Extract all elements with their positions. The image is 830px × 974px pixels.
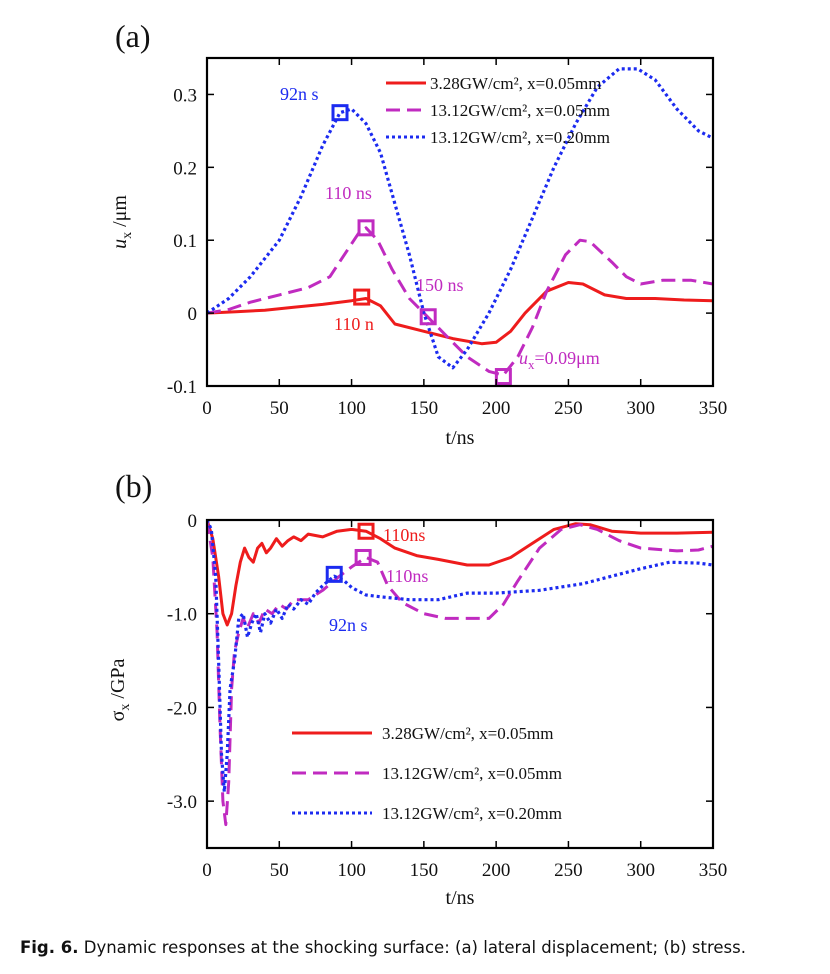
series-line-1 [207, 281, 713, 346]
y-tick-label: -2.0 [167, 698, 197, 719]
annotation-label: 92n s [280, 84, 319, 104]
x-tick-label: 100 [337, 398, 366, 419]
annotation-text: 110ns [386, 566, 428, 586]
chart-panel-b: (b) 0 50 100 150 200 250 300 350 0 -1.0 -2.0 -3.0 t/n… [107, 468, 727, 909]
x-tick-label: 50 [270, 860, 289, 881]
annotation-text: 110 ns [325, 183, 372, 203]
series-line-3 [207, 67, 713, 370]
peak-marker [353, 288, 371, 306]
peak-marker [494, 368, 512, 386]
x-tick-label: 300 [626, 860, 655, 881]
y-tick-label: 0 [188, 304, 198, 325]
y-axis-label-sub: x [120, 232, 135, 239]
y-axis-label-unit: /μm [109, 195, 131, 232]
y-axis-label-main: σ [107, 710, 129, 721]
peak-marker [357, 522, 375, 540]
legend: 3.28GW/cm², x=0.05mm 13.12GW/cm², x=0.05m… [386, 74, 610, 147]
legend-label-3: 13.12GW/cm², x=0.20mm [430, 128, 610, 147]
plot-frame [205, 518, 715, 850]
annotation-text-main: u [519, 348, 528, 368]
legend-label-2: 13.12GW/cm², x=0.05mm [382, 764, 562, 783]
annotation-label: 92n s [329, 615, 368, 635]
annotation-text: 110ns [383, 525, 425, 545]
annotation-label: 110ns [386, 566, 428, 586]
annotation-text-tail: =0.09μm [535, 348, 600, 368]
x-tick-label: 0 [202, 860, 212, 881]
x-tick-label: 100 [337, 860, 366, 881]
y-axis-label-main: u [109, 239, 131, 249]
annotation-label: 150 ns [416, 275, 464, 295]
caption-label: Fig. 6. [20, 938, 79, 957]
legend: 3.28GW/cm², x=0.05mm 13.12GW/cm², x=0.05m… [292, 724, 562, 823]
x-tick-label: 200 [482, 860, 511, 881]
peak-marker [354, 548, 372, 566]
figure-caption: Fig. 6. Dynamic responses at the shockin… [20, 938, 820, 957]
y-axis-label: σx /GPa [107, 658, 133, 721]
x-tick-label: 350 [699, 398, 728, 419]
series-line-2 [207, 226, 713, 377]
x-tick-label: 250 [554, 860, 583, 881]
y-tick-label: 0.1 [173, 231, 197, 252]
x-tick-label: 300 [626, 398, 655, 419]
legend-label-1: 3.28GW/cm², x=0.05mm [382, 724, 553, 743]
annotation-label: 110ns [383, 525, 425, 545]
annotation-label: 110 n [334, 314, 374, 334]
chart-panel-a: (a)0 50 100 150 200 250 300 350-0.100.10.20.3t/… [109, 18, 727, 449]
series-group [207, 67, 713, 377]
legend-label-1: 3.28GW/cm², x=0.05mm [430, 74, 601, 93]
legend-label-2: 13.12GW/cm², x=0.05mm [430, 101, 610, 120]
x-tick-label: 200 [482, 398, 511, 419]
y-tick-label: 0.2 [173, 158, 197, 179]
annotation-text: 92n s [329, 615, 368, 635]
annotation-label: 110 ns [325, 183, 372, 203]
x-tick-label: 0 [202, 398, 212, 419]
x-tick-label: 150 [410, 398, 439, 419]
peak-marker [357, 219, 375, 237]
y-tick-label: -0.1 [167, 377, 197, 398]
series-line-1 [207, 520, 713, 627]
y-tick-label: -3.0 [167, 792, 197, 813]
panel-label: (a) [115, 18, 151, 54]
y-tick-label: -1.0 [167, 605, 197, 626]
x-tick-label: 50 [270, 398, 289, 419]
plot-frame [205, 56, 715, 388]
annotation-text: 110 n [334, 314, 374, 334]
annotation-text: 92n s [280, 84, 319, 104]
annotation-label: ux=0.09μm [519, 348, 600, 372]
series-line-2 [207, 520, 713, 827]
caption-text: Dynamic responses at the shocking surfac… [78, 938, 746, 957]
y-axis-label-sub: x [118, 704, 133, 711]
y-tick-label: 0.3 [173, 85, 197, 106]
annotation-text-sub: x [528, 357, 535, 372]
x-axis-label: t/ns [446, 887, 475, 909]
peak-marker [325, 565, 343, 583]
y-axis-label-unit: /GPa [107, 658, 129, 703]
annotation-text: 150 ns [416, 275, 464, 295]
peak-marker [331, 104, 349, 122]
x-tick-label: 250 [554, 398, 583, 419]
legend-label-3: 13.12GW/cm², x=0.20mm [382, 804, 562, 823]
x-tick-label: 350 [699, 860, 728, 881]
x-tick-label: 150 [410, 860, 439, 881]
series-group [207, 520, 713, 827]
panel-label: (b) [115, 468, 152, 504]
x-axis-label: t/ns [446, 427, 475, 449]
y-axis-label: ux /μm [109, 195, 135, 249]
series-line-3 [207, 520, 713, 794]
y-tick-label: 0 [188, 511, 198, 532]
peak-marker [419, 308, 437, 326]
